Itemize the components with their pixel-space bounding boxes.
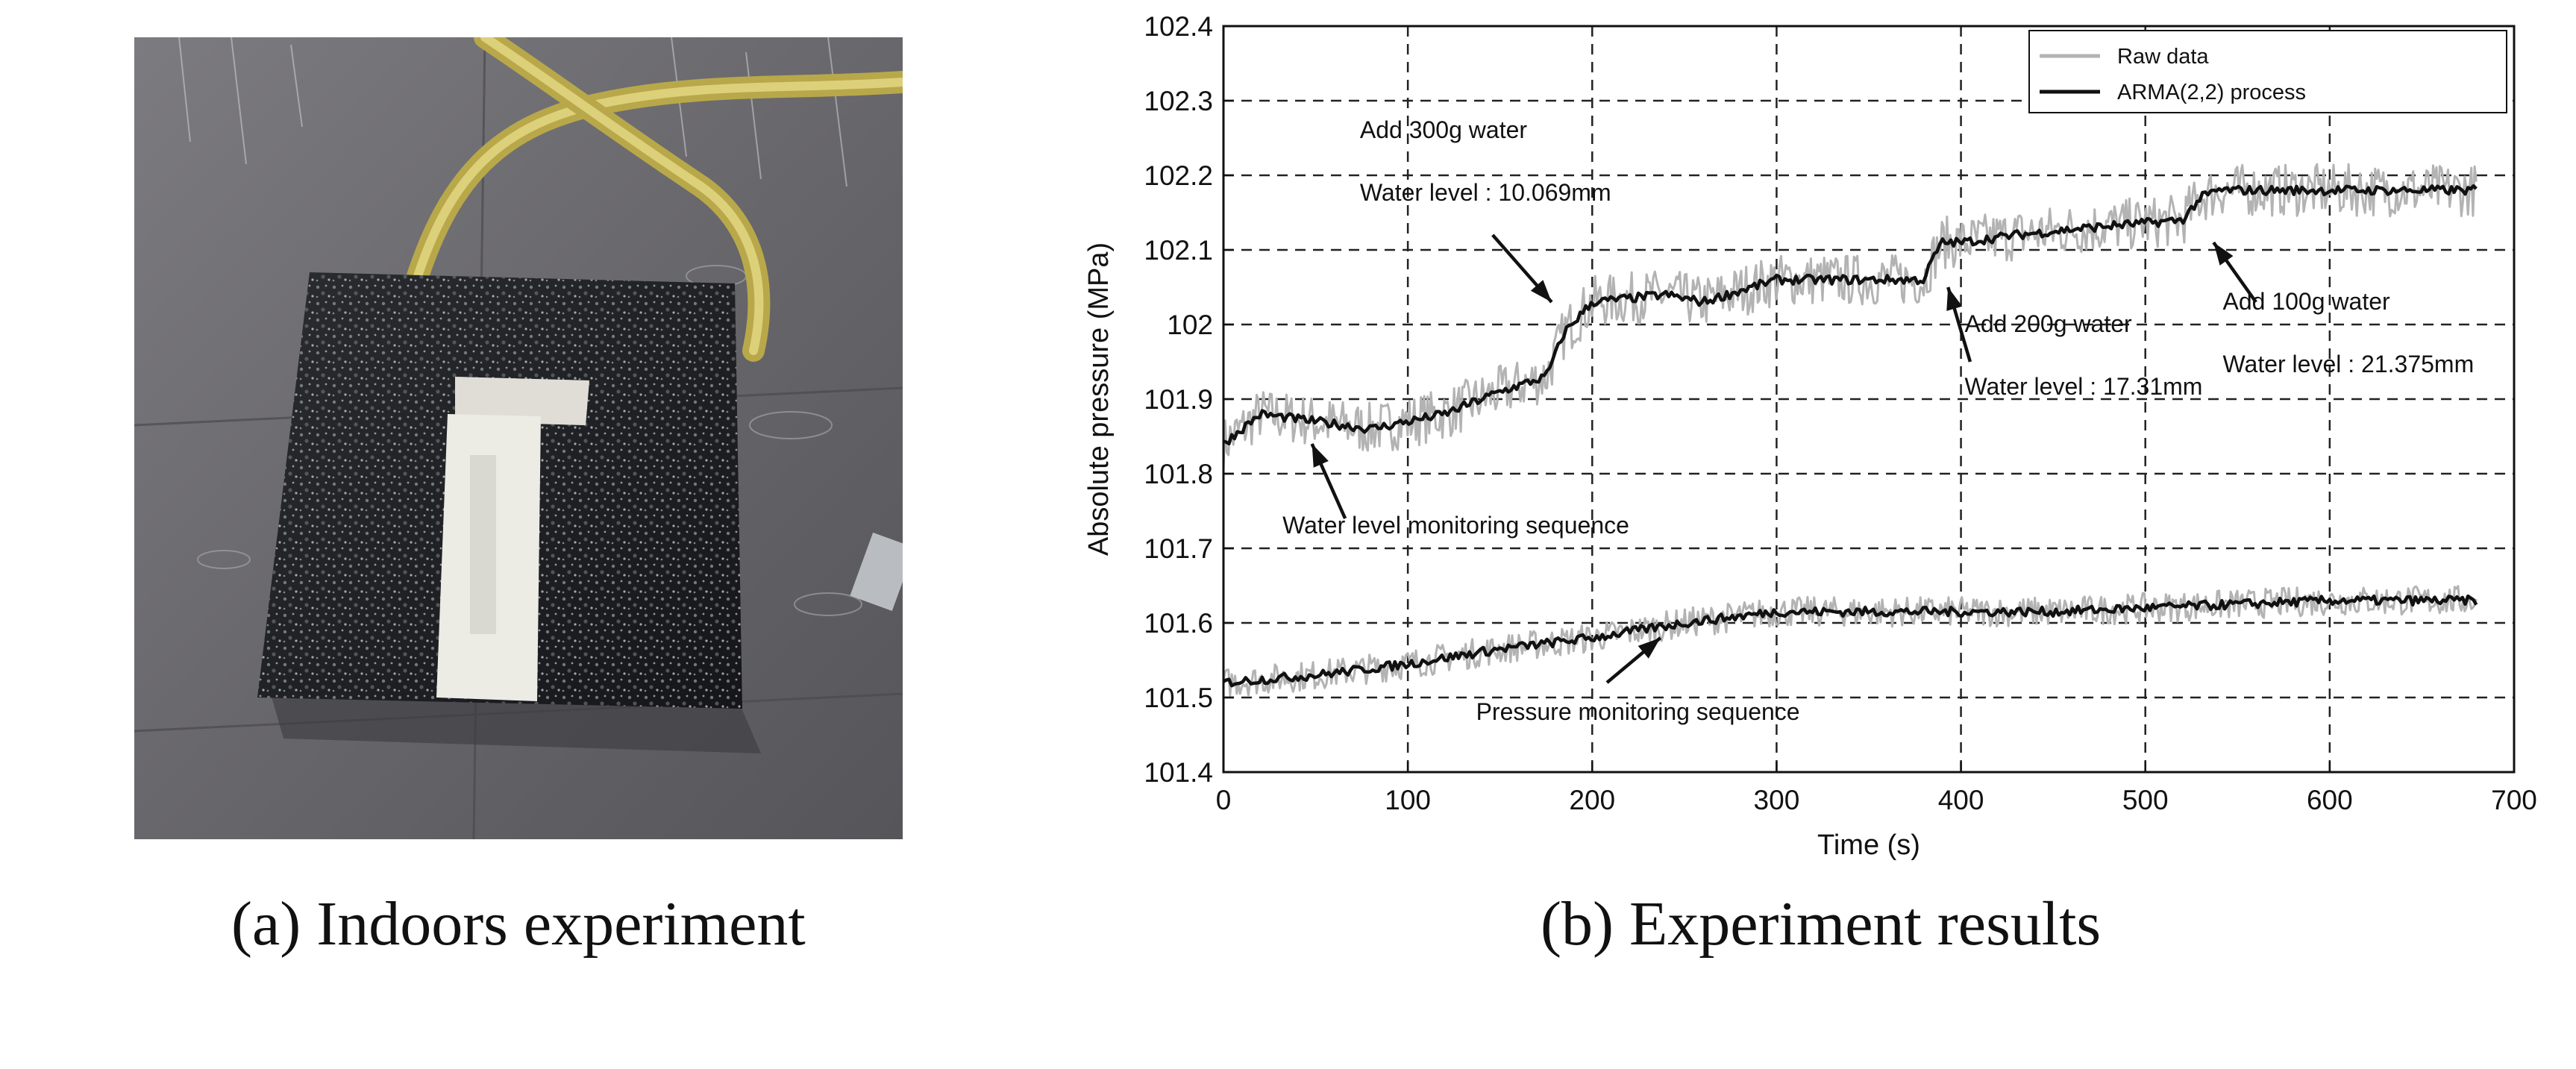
legend-label-arma-process: ARMA(2,2) process [2117, 81, 2306, 104]
annotation-text: Water level : 17.31mm [1965, 373, 2203, 400]
x-tick-label: 300 [1754, 785, 1800, 815]
y-tick-label: 102.1 [1144, 235, 1213, 266]
legend-label-raw-data: Raw data [2117, 45, 2209, 69]
y-tick-label: 102.3 [1144, 86, 1213, 116]
x-axis-ticks: 0 100 200 300 400 500 600 700 [1216, 762, 2537, 815]
annotation-text: Water level : 10.069mm [1360, 179, 1611, 206]
y-axis-ticks: 101.4 101.5 101.6 101.7 101.8 101.9 102 102.1 10… [1144, 11, 1234, 788]
caption-experiment-results: (b) Experiment results [1541, 889, 2102, 959]
annotation-arrowhead [1530, 280, 1552, 302]
y-tick-label: 101.7 [1144, 533, 1213, 564]
y-axis-title: Absolute pressure (MPa) [1083, 242, 1115, 556]
x-tick-label: 100 [1385, 785, 1431, 815]
experiment-results-chart: 0 100 200 300 400 500 600 700 101.4 101.5 101.6 10… [1074, 7, 2551, 873]
annotation-arrowhead [2213, 242, 2234, 266]
annotations: Add 300g water Water level : 10.069mm Add … [1282, 116, 2474, 725]
series-layer [1222, 163, 2478, 697]
annotation-arrowhead [1946, 287, 1963, 311]
y-tick-label: 102 [1167, 310, 1213, 340]
y-tick-label: 102.4 [1144, 11, 1213, 42]
annotation-arrowhead [1638, 638, 1661, 659]
annotation-arrowhead [1311, 444, 1329, 468]
legend: Raw data ARMA(2,2) process [2028, 30, 2507, 113]
legend-box [2028, 30, 2507, 113]
x-tick-label: 0 [1216, 785, 1232, 815]
x-tick-label: 400 [1938, 785, 1984, 815]
chart-svg: 0 100 200 300 400 500 600 700 101.4101.5101.610… [1083, 11, 2537, 861]
x-axis-title: Time (s) [1817, 830, 1920, 861]
x-tick-label: 700 [2491, 785, 2537, 815]
y-tick-label: 101.8 [1144, 459, 1213, 489]
annotation-text: Add 200g water [1965, 310, 2133, 337]
series-line-arma-process [1223, 184, 2478, 446]
y-tick-label: 101.5 [1144, 683, 1213, 713]
x-tick-label: 600 [2307, 785, 2353, 815]
x-tick-label: 500 [2122, 785, 2169, 815]
y-tick-label: 101.9 [1144, 384, 1213, 415]
annotation-text: Pressure monitoring sequence [1476, 698, 1800, 725]
x-tick-label: 200 [1569, 785, 1615, 815]
y-tick-label: 101.4 [1144, 757, 1213, 788]
series-line-raw-data [1222, 585, 2478, 697]
indoor-experiment-photo [134, 37, 903, 839]
y-tick-label: 102.2 [1144, 160, 1213, 191]
series-line-raw-data [1222, 163, 2478, 471]
annotation-text: Add 300g water [1360, 116, 1528, 143]
y-tick-label: 101.6 [1144, 608, 1213, 639]
annotation-text: Water level monitoring sequence [1282, 512, 1629, 539]
caption-indoors-experiment: (a) Indoors experiment [231, 889, 806, 959]
series-line-arma-process [1222, 594, 2478, 688]
annotation-text: Water level : 21.375mm [2223, 351, 2475, 377]
